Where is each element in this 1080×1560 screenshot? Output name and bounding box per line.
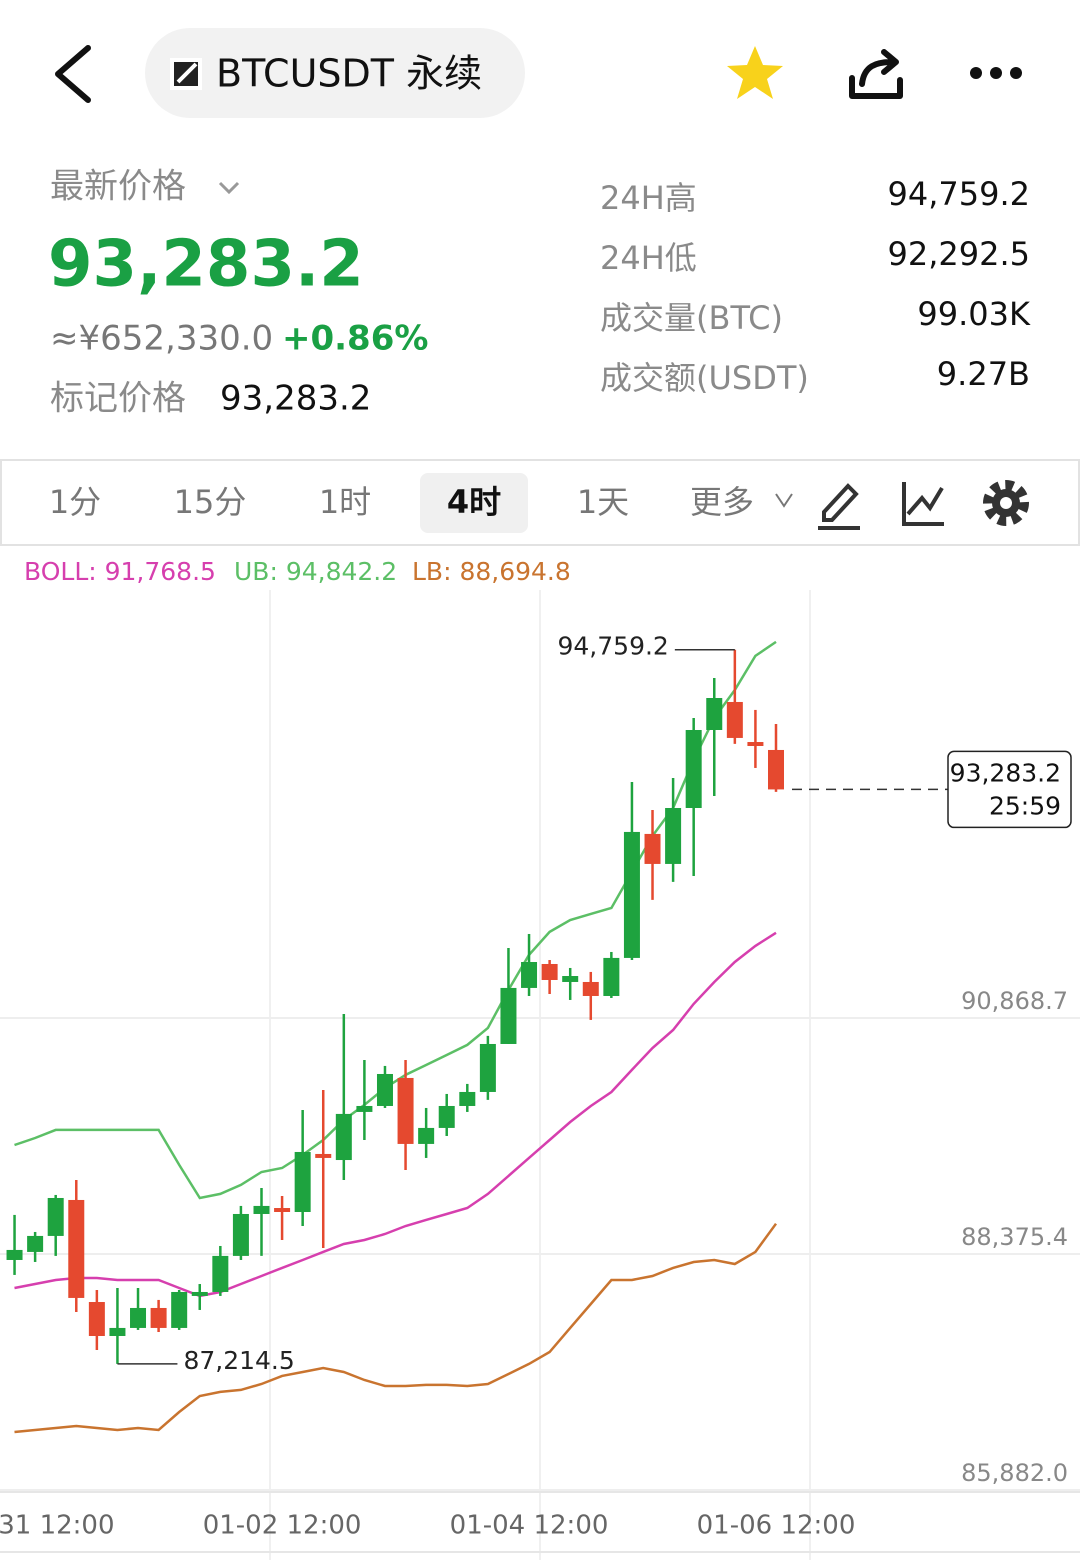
mark-label: 标记价格 (50, 379, 186, 419)
back-button[interactable] (55, 45, 91, 103)
stat-value: 92,292.5 (888, 235, 1031, 273)
price-dropdown[interactable] (218, 181, 240, 195)
symbol-icon (170, 58, 202, 90)
last-price-box (947, 750, 1072, 829)
y-tick-label: 90,868.7 (961, 987, 1068, 1015)
candle-body (212, 1255, 229, 1292)
x-tick-label: 01-02 12:00 (203, 1511, 362, 1541)
candle-body (623, 831, 640, 958)
candle-body (376, 1073, 393, 1106)
candle-body (191, 1291, 208, 1296)
candle-body (171, 1291, 188, 1328)
stat-label: 成交额(USDT) (600, 359, 809, 397)
indicator-tool[interactable] (902, 482, 944, 526)
boll-line (14, 640, 777, 1200)
candle-body (335, 1113, 352, 1161)
draw-tool[interactable] (818, 483, 860, 530)
v-grid (269, 590, 811, 1560)
more-arrow (775, 493, 793, 508)
candle-body (644, 833, 661, 864)
symbol-pill[interactable] (145, 28, 525, 118)
more-button[interactable] (970, 67, 1022, 79)
candle-body (68, 1199, 85, 1298)
tab[interactable]: 1分 (49, 483, 101, 521)
y-tick-label: 88,375.4 (961, 1223, 1068, 1251)
indicator-legend: UB: 94,842.2 (234, 557, 397, 586)
share-button[interactable] (849, 49, 903, 99)
tab-selected-bg (420, 473, 528, 533)
price-label: 最新价格 (50, 167, 186, 207)
stat-label: 成交量(BTC) (600, 299, 783, 337)
x-tick-label: 01-04 12:00 (450, 1511, 609, 1541)
tab[interactable]: 1天 (577, 483, 629, 521)
stat-value: 99.03K (917, 295, 1031, 333)
countdown-label: 25:59 (989, 791, 1061, 820)
candle-body (459, 1091, 476, 1106)
tab-bar (0, 459, 1080, 546)
candle-body (315, 1153, 332, 1158)
tab[interactable]: 15分 (174, 483, 247, 521)
candle-body (88, 1302, 105, 1336)
candle-body (665, 807, 682, 864)
boll-line (14, 1222, 778, 1434)
cny-price: ≈¥652,330.0 (50, 319, 273, 359)
candle-body (27, 1235, 44, 1252)
candle-body (726, 701, 743, 738)
last-price: 93,283.2 (48, 228, 364, 302)
favorite-star[interactable] (727, 46, 783, 99)
candle-body (521, 962, 538, 988)
candle-body (603, 957, 620, 996)
candle-body (253, 1205, 270, 1214)
candle-body (130, 1307, 147, 1328)
candle-body (232, 1213, 249, 1256)
y-tick-label: 85,882.0 (961, 1459, 1068, 1487)
stat-value: 9.27B (937, 355, 1030, 393)
candle-body (397, 1077, 414, 1144)
candle-body (685, 729, 702, 808)
indicator-legend: BOLL: 91,768.5 (24, 557, 216, 586)
candle-body (747, 742, 764, 746)
stat-value: 94,759.2 (888, 175, 1031, 213)
settings[interactable] (983, 480, 1029, 526)
stat-label: 24H低 (600, 239, 697, 277)
mark-price: 93,283.2 (220, 379, 371, 419)
candle-body (47, 1197, 64, 1236)
candle-body (150, 1307, 167, 1328)
candle-body (418, 1127, 435, 1144)
x-tick-label: 01-06 12:00 (697, 1511, 856, 1541)
symbol-title: BTCUSDT 永续 (216, 52, 482, 96)
candle-body (706, 698, 723, 730)
tabs: 1分 15分 1时 4时 1天 更多 (49, 483, 754, 521)
candle-body (768, 749, 784, 790)
low-label: 87,214.5 (183, 1346, 294, 1375)
candle-body (438, 1105, 455, 1128)
tab[interactable]: 1时 (319, 483, 371, 521)
candle-body (541, 963, 558, 980)
candle-body (6, 1249, 23, 1260)
boll-line (14, 931, 777, 1298)
last-price-label: 93,283.2 (950, 758, 1061, 787)
candle-body (479, 1043, 496, 1092)
chart: 85,882.0 88,375.4 90,868.7 12-31 12:00 01-02… (0, 557, 1080, 1541)
tab[interactable]: 更多 (690, 483, 754, 521)
candle-body (500, 987, 517, 1044)
price-change: +0.86% (282, 319, 428, 359)
candle-body (356, 1105, 373, 1112)
tab[interactable]: 4时 (447, 483, 501, 521)
x-tick-label: 12-31 12:00 (0, 1511, 114, 1541)
candle-body (109, 1327, 126, 1336)
candle-body (294, 1151, 311, 1212)
candle-body (274, 1208, 291, 1212)
indicator-legend: LB: 88,694.8 (412, 557, 571, 586)
candle-body (562, 976, 579, 982)
candle-body (582, 981, 599, 996)
high-label: 94,759.2 (558, 632, 669, 661)
stats: 24H高 94,759.2 24H低 92,292.5 成交量(BTC) 99.03K 成交… (600, 175, 1031, 397)
stat-label: 24H高 (600, 179, 697, 217)
